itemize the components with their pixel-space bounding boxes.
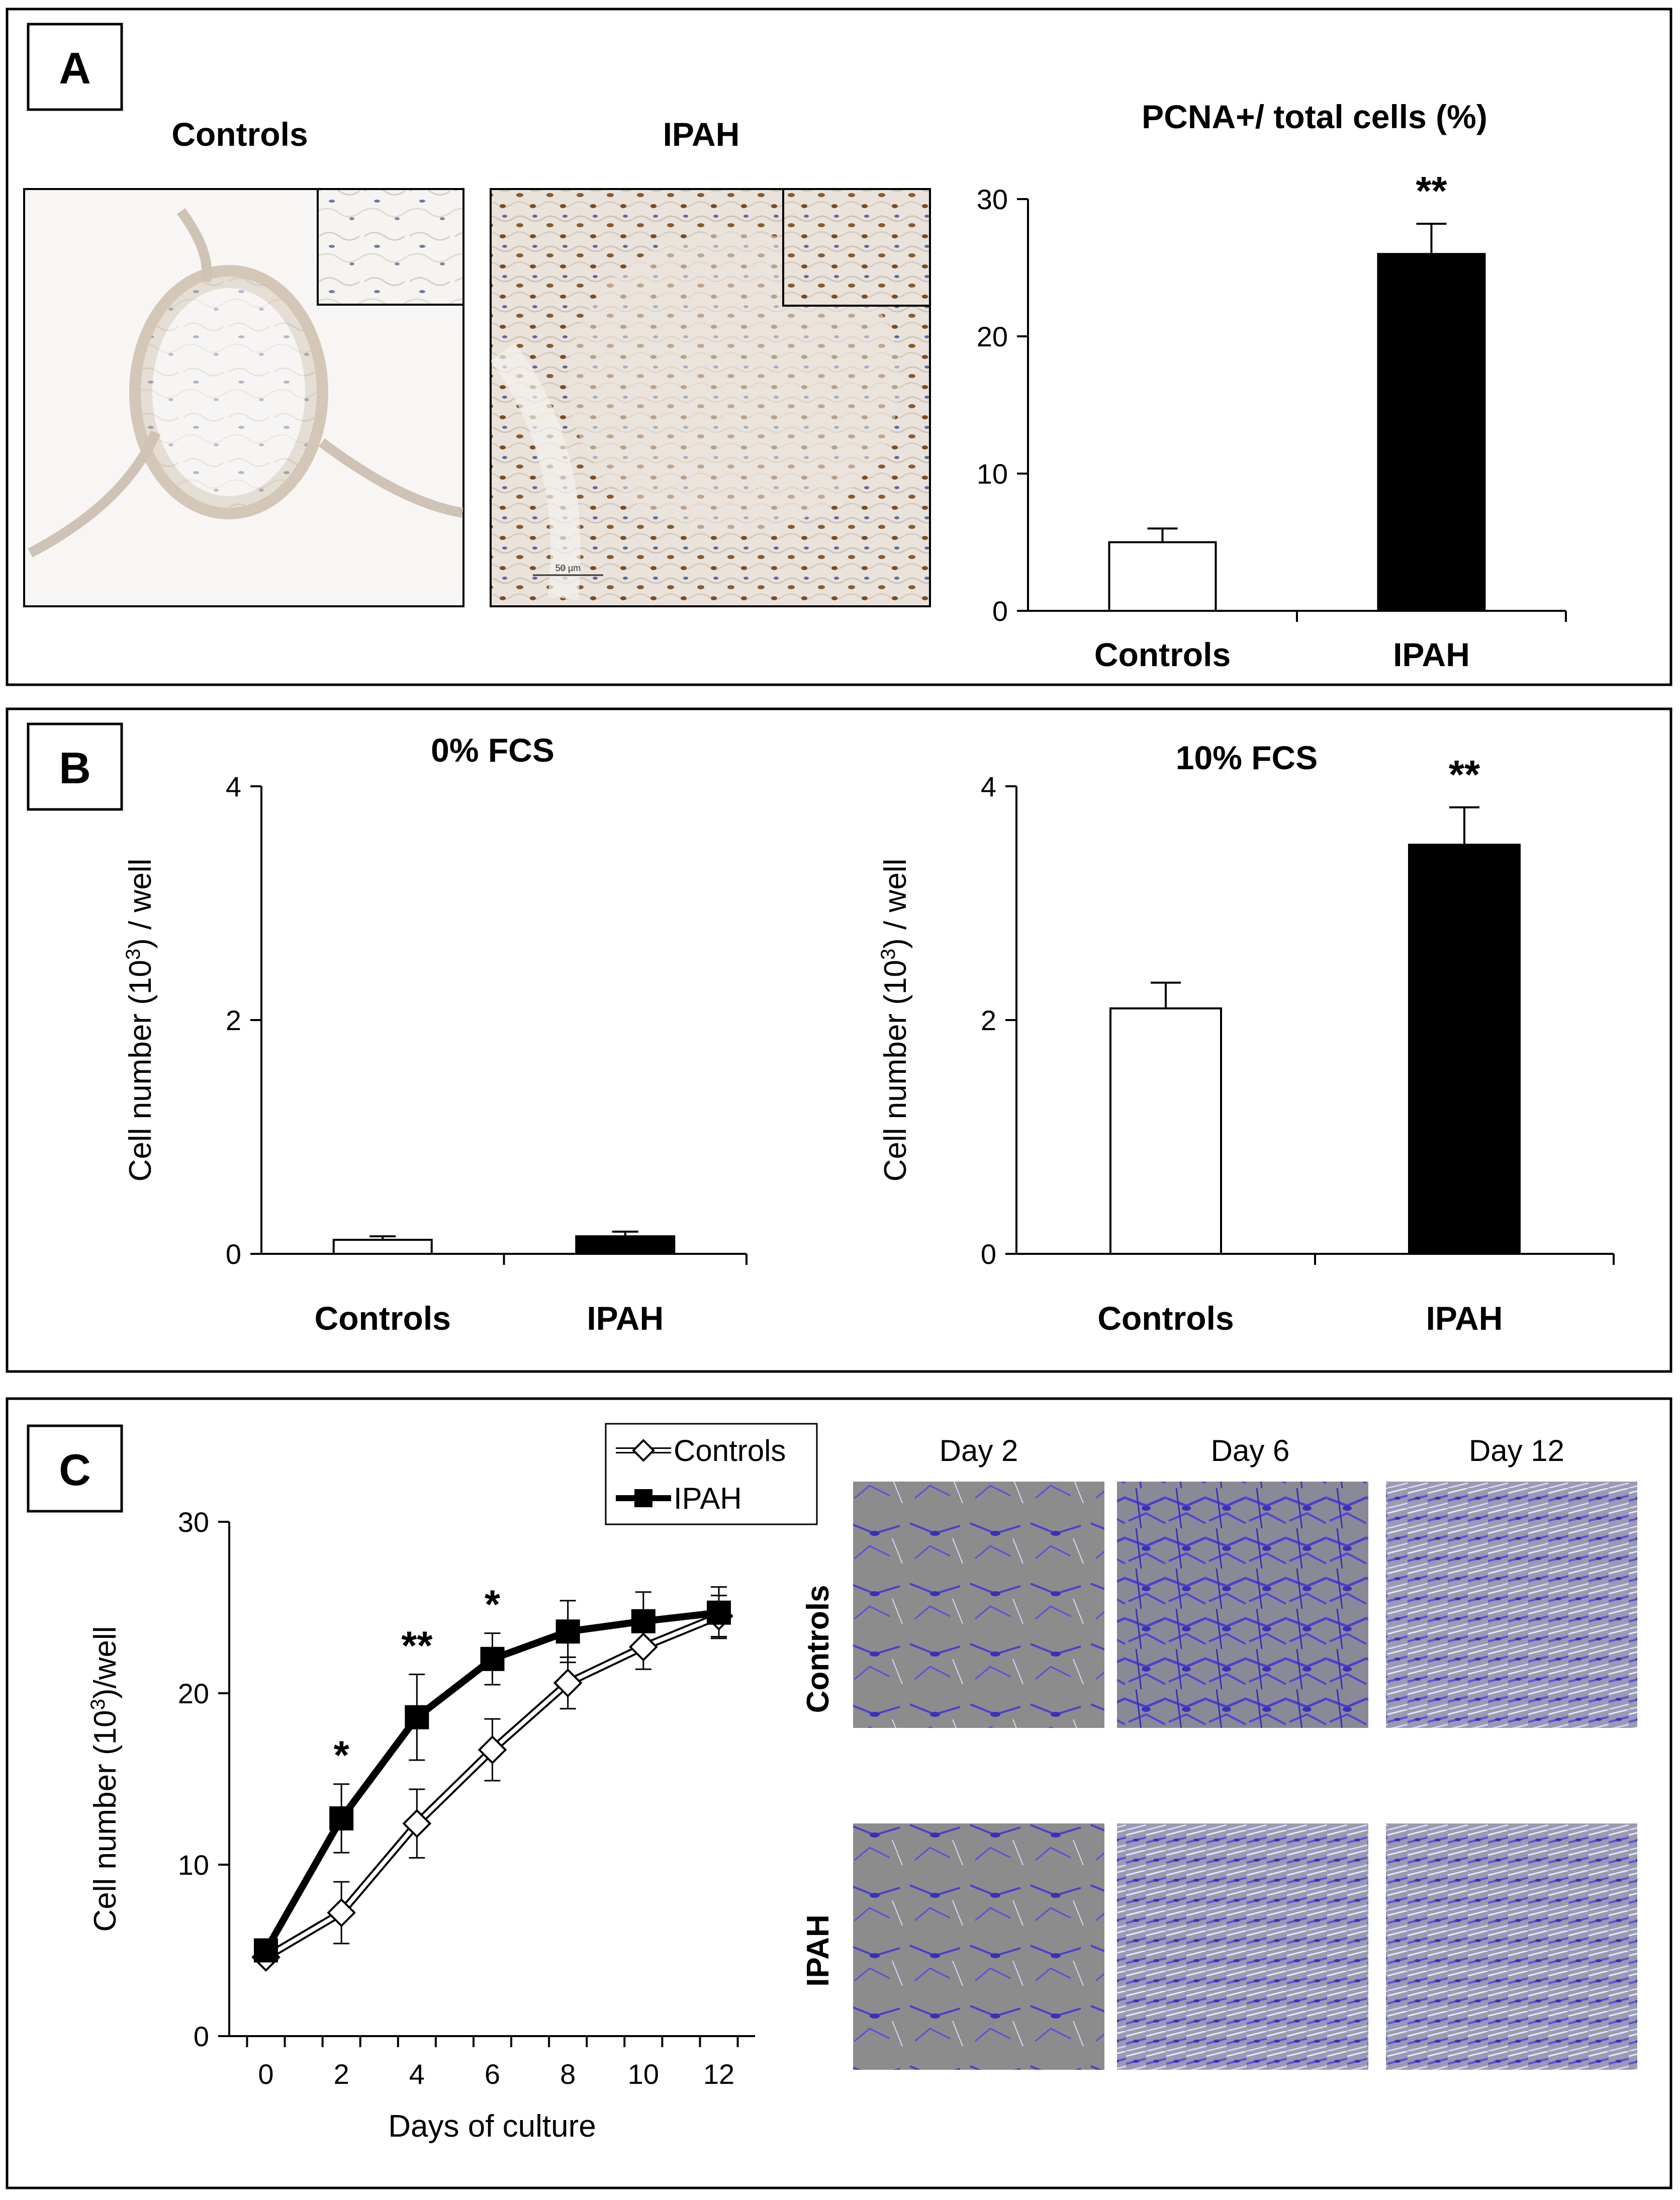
micrograph-scale-label: 50 µm [555,563,581,573]
panel-a: A Controls IPAH 50 µm PCNA+/ total cells… [6,8,1672,686]
x-tick-label: 6 [485,2058,500,2090]
data-point-controls [629,1632,658,1662]
legend-marker-controls [632,1439,655,1462]
panel-c-letter-box [27,1424,123,1513]
y-tick-label: 0 [194,2021,209,2052]
micrograph-controls [23,188,464,607]
significance-marker: * [334,1733,350,1778]
chart-fcs0-title: 0% FCS [431,731,554,769]
panel-c-border [6,1397,1672,2189]
row-label-ipah: IPAH [801,1914,835,1987]
data-point-ipah [329,1806,354,1830]
y-tick-label: 30 [178,1506,209,1538]
culture-ipah-day2 [853,1823,1104,2070]
panel-a-letter: A [59,43,91,93]
x-category-label: IPAH [1426,1300,1503,1337]
y-tick-label: 2 [226,1004,241,1036]
chart-growth: 0 10 20 30 0 2 4 6 8 10 12 Days of culture Cell numb… [87,1423,818,2144]
culture-ipah-day6 [1117,1823,1368,2070]
bar-ipah [1377,253,1486,612]
data-point-ipah [405,1705,429,1729]
micrograph-ipah: 50 µm [490,188,931,607]
y-tick-label: 4 [981,771,996,802]
micrograph-controls-heading: Controls [171,116,308,153]
y-tick-label: 10 [178,1849,209,1881]
x-tick-label: 8 [560,2058,576,2090]
chart-fcs0: 0% FCS 0 2 4 Controls IPAH Cell number (103) … [122,731,748,1337]
y-tick-label: 10 [977,458,1008,490]
x-tick-label: 10 [628,2058,659,2090]
culture-ipah-day12 [1386,1823,1637,2070]
y-tick-label: 4 [226,771,241,802]
culture-controls-day6 [1117,1482,1368,1728]
bar-controls [332,1239,433,1255]
x-category-label: IPAH [1393,636,1470,673]
bar-controls [1109,1007,1222,1255]
chart-pcna-title: PCNA+/ total cells (%) [1142,98,1487,135]
panel-b-letter-box [27,722,123,811]
panel-a-letter-box [27,23,123,111]
panel-a-border [6,8,1672,686]
panel-c-letter: C [59,1445,91,1495]
x-tick-label: 4 [409,2058,425,2090]
panel-b: B 0% FCS 0 2 4 Controls IPAH Cell number (103… [6,707,1672,1373]
culture-grid: Day 2 Day 6 Day 12 Controls IPAH [801,1434,1637,2070]
y-tick-label: 0 [226,1238,241,1270]
legend-box [605,1423,818,1525]
y-axis-label: Cell number (103) / well [122,859,158,1181]
culture-controls-day12 [1386,1482,1637,1728]
panel-c: C 0 10 20 30 0 2 4 6 8 10 12 Days of culture Cell nu… [6,1397,1672,2189]
legend-label-ipah: IPAH [674,1482,742,1515]
y-tick-label: 20 [178,1678,209,1709]
y-tick-label: 20 [977,321,1008,352]
data-point-controls [478,1735,507,1765]
x-category-label: IPAH [587,1300,664,1337]
y-tick-label: 2 [981,1004,996,1036]
micrograph-ipah-inset [782,188,931,307]
data-point-controls [327,1898,356,1928]
significance-marker: * [485,1582,501,1627]
y-axis-label: Cell number (103) / well [877,859,913,1181]
x-axis-label: Days of culture [388,2109,596,2144]
micrograph-ipah-heading: IPAH [663,116,740,153]
significance-marker: ** [1416,168,1447,213]
chart-pcna: PCNA+/ total cells (%) 0 10 20 30 Controls IP… [977,98,1567,673]
x-category-label: Controls [1097,1300,1234,1337]
row-label-controls: Controls [801,1585,835,1713]
micrograph-controls-inset [317,188,464,306]
day-header-6: Day 6 [1211,1434,1290,1468]
day-header-12: Day 12 [1469,1434,1564,1468]
x-category-label: Controls [1094,636,1231,673]
data-point-controls [402,1809,432,1838]
legend-marker-ipah [634,1489,652,1507]
y-axis-label: Cell number (103)/well [87,1626,123,1932]
panel-b-border [6,707,1672,1373]
legend-label-controls: Controls [674,1434,786,1468]
x-tick-label: 12 [703,2058,734,2090]
significance-marker: ** [1449,752,1480,797]
legend: Controls IPAH [605,1423,818,1525]
data-point-ipah [555,1619,580,1644]
culture-controls-day2 [853,1482,1104,1728]
data-point-controls [553,1668,583,1698]
chart-fcs10-title: 10% FCS [1176,739,1318,776]
data-point-ipah [631,1609,656,1633]
significance-marker: ** [401,1623,433,1668]
data-point-ipah [254,1938,278,1963]
y-tick-label: 0 [992,595,1008,627]
x-tick-label: 0 [258,2058,273,2090]
bar-ipah [1408,844,1521,1255]
x-tick-label: 2 [334,2058,349,2090]
x-category-label: Controls [315,1300,451,1337]
bar-ipah [575,1235,676,1255]
panel-b-letter: B [59,743,91,793]
y-tick-label: 0 [981,1238,996,1270]
data-point-ipah [480,1646,505,1671]
bar-controls [1108,541,1217,612]
day-header-2: Day 2 [940,1434,1018,1468]
data-point-ipah [707,1600,731,1625]
y-tick-label: 30 [977,184,1008,215]
chart-fcs10: 10% FCS 0 2 4 Controls IPAH ** Cell number (10… [877,739,1615,1337]
